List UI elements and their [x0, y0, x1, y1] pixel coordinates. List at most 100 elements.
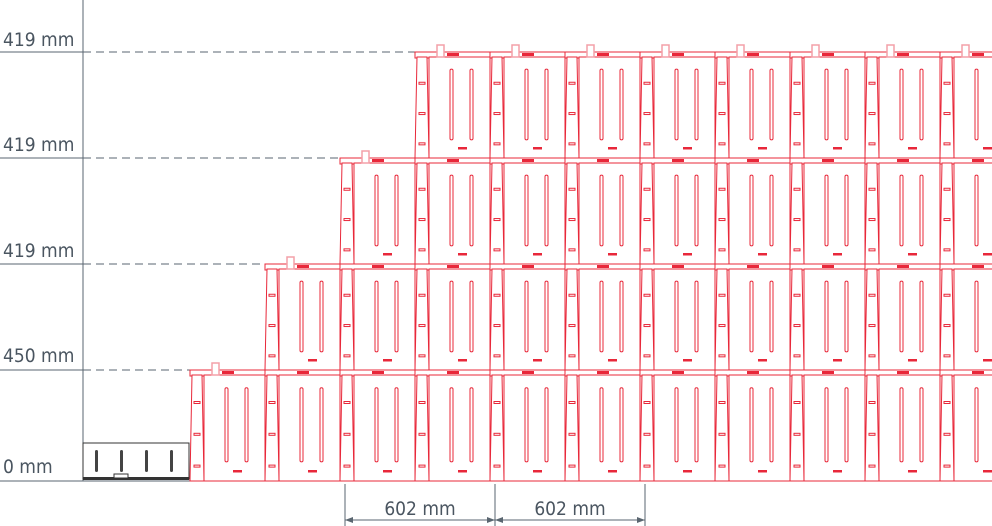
slot — [718, 187, 726, 191]
slot — [793, 324, 801, 328]
slot — [718, 293, 726, 297]
slot — [469, 68, 474, 141]
slot — [943, 248, 951, 252]
slot — [469, 174, 474, 247]
slot — [974, 280, 979, 353]
clip — [811, 44, 820, 58]
slot — [619, 174, 624, 247]
slot — [899, 387, 904, 463]
logo-mark — [458, 147, 467, 150]
slot — [343, 187, 351, 191]
slot — [793, 218, 801, 222]
slot — [824, 280, 829, 353]
slot — [449, 68, 454, 141]
level-label: 419 mm — [3, 134, 74, 156]
slot — [769, 280, 774, 353]
slot — [643, 187, 651, 191]
slot — [568, 218, 576, 222]
logo-mark — [833, 147, 842, 150]
logo-mark — [683, 147, 692, 150]
slot — [374, 174, 379, 247]
block — [714, 157, 791, 265]
slot — [224, 387, 229, 463]
slot — [943, 81, 951, 85]
slot — [568, 401, 576, 404]
slot — [844, 280, 849, 353]
slot — [394, 280, 399, 353]
slot — [643, 112, 651, 116]
slot — [244, 387, 249, 463]
dimension-arrows — [345, 517, 645, 523]
level-label: 450 mm — [3, 345, 74, 367]
slot — [343, 432, 351, 436]
slot — [643, 354, 651, 358]
slot — [769, 387, 774, 463]
slot — [493, 432, 501, 436]
slot — [268, 432, 276, 436]
slot — [493, 324, 501, 328]
slot — [493, 248, 501, 252]
slot — [268, 293, 276, 297]
slot — [343, 218, 351, 222]
slot — [824, 68, 829, 141]
slot — [193, 401, 201, 404]
block — [489, 369, 566, 482]
slot — [919, 174, 924, 247]
logo-mark — [533, 253, 542, 256]
slot — [643, 401, 651, 404]
clip — [511, 44, 520, 58]
slot — [694, 174, 699, 247]
block — [789, 263, 866, 371]
slot — [824, 387, 829, 463]
block — [414, 263, 491, 371]
slot — [749, 280, 754, 353]
slot — [793, 432, 801, 436]
slot — [919, 387, 924, 463]
slot — [418, 432, 426, 436]
slot — [599, 68, 604, 141]
block — [414, 157, 491, 265]
logo-mark — [383, 359, 392, 362]
slot — [749, 387, 754, 463]
block-row — [339, 150, 992, 265]
slot — [674, 280, 679, 353]
slot — [418, 218, 426, 222]
clip — [586, 44, 595, 58]
logo-mark — [383, 253, 392, 256]
block — [789, 369, 866, 482]
logo-mark — [608, 470, 617, 473]
slot — [943, 218, 951, 222]
block — [939, 44, 992, 159]
slot — [374, 280, 379, 353]
block-row — [264, 256, 992, 371]
slot — [718, 324, 726, 328]
slot — [299, 280, 304, 353]
slot — [718, 112, 726, 116]
slot — [343, 293, 351, 297]
slot — [718, 81, 726, 85]
slot — [524, 280, 529, 353]
slot — [568, 248, 576, 252]
slot — [974, 68, 979, 141]
slot — [544, 68, 549, 141]
slot — [793, 187, 801, 191]
logo-mark — [908, 253, 917, 256]
slot — [749, 174, 754, 247]
logo-mark — [608, 359, 617, 362]
logo-mark — [533, 359, 542, 362]
slot — [674, 387, 679, 463]
slot — [493, 293, 501, 297]
slot — [643, 293, 651, 297]
slot — [674, 174, 679, 247]
dimension-label: 602 mm — [384, 498, 455, 520]
slot — [643, 248, 651, 252]
logo-mark — [833, 253, 842, 256]
slot — [718, 432, 726, 436]
slot — [418, 354, 426, 358]
slot — [943, 293, 951, 297]
slot — [974, 387, 979, 463]
slot — [919, 280, 924, 353]
slot — [418, 324, 426, 328]
logo-mark — [308, 470, 317, 473]
slot — [868, 187, 876, 191]
